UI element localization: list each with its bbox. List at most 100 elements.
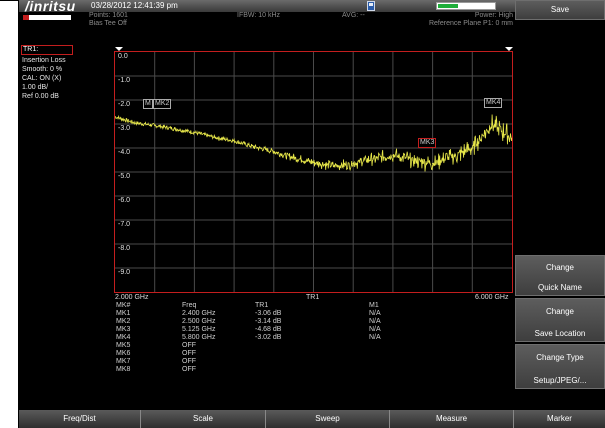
y-tick-label: -9.0	[117, 269, 132, 276]
marker-header-m1: M1	[369, 302, 379, 309]
trace-point	[451, 155, 454, 157]
y-tick-label: -8.0	[117, 245, 132, 252]
battery-icon	[436, 2, 496, 10]
trace-indicator-red	[23, 15, 29, 20]
marker-table-cell: N/A	[369, 326, 381, 333]
marker-table-cell: MK2	[116, 318, 131, 325]
bottom-menu-bar: Freq/Dist Scale Sweep Measure Marker	[19, 410, 605, 428]
right-edge-marker-icon	[505, 47, 513, 51]
trace-reference: Ref 0.00 dB	[22, 93, 59, 100]
marker-table-cell: MK3	[116, 326, 131, 333]
marker-table-cell: MK1	[116, 310, 131, 317]
save-softkey[interactable]: Save	[515, 0, 605, 20]
marker-table-cell: N/A	[369, 334, 381, 341]
x-start-label: 2.000 GHz	[115, 294, 149, 301]
reference-plane-info: Reference Plane P1: 0 mm	[428, 20, 513, 27]
softkey-label-bottom: Quick Name	[537, 283, 582, 292]
marker-label-mk4: MK4	[484, 98, 503, 108]
y-tick-label: -6.0	[117, 197, 132, 204]
marker-table-cell: -3.06 dB	[255, 310, 282, 317]
trace-point	[233, 140, 235, 142]
softkey-label-top: Change	[545, 307, 575, 316]
sweep-menu-button[interactable]: Sweep	[265, 410, 389, 428]
trace-point	[193, 131, 195, 133]
trace-point	[312, 161, 315, 163]
trace-point	[173, 128, 176, 130]
trace-cal: CAL: ON (X)	[22, 75, 62, 82]
marker-table-cell: OFF	[182, 366, 196, 373]
marker-table-cell: OFF	[182, 342, 196, 349]
trace-point	[213, 136, 215, 138]
softkey-label-top: Change	[545, 263, 575, 272]
marker-table-cell: -3.02 dB	[255, 334, 282, 341]
marker-table-cell: N/A	[369, 318, 381, 325]
softkey-label-top: Change Type	[536, 353, 584, 362]
marker-table-cell: -3.14 dB	[255, 318, 282, 325]
marker-table-cell: 2.400 GHz	[182, 310, 216, 317]
marker-table-cell: N/A	[369, 310, 381, 317]
floppy-disk-icon	[367, 1, 375, 11]
y-tick-label: -4.0	[117, 149, 132, 156]
trace-point	[134, 122, 136, 124]
marker-label-m: M	[143, 99, 153, 109]
trace-point	[412, 159, 414, 161]
y-tick-label: -1.0	[117, 77, 132, 84]
y-tick-label: -3.0	[117, 125, 132, 132]
trace-point	[332, 165, 334, 167]
trace-point	[432, 163, 434, 165]
trace-point	[154, 124, 156, 127]
y-tick-label: -7.0	[117, 221, 132, 228]
y-tick-label: 0.0	[117, 53, 129, 60]
points-info: Points: 1601	[89, 12, 128, 19]
marker-table-cell: MK8	[116, 366, 131, 373]
change-type-softkey[interactable]: Change Type Setup/JPEG/...	[515, 344, 605, 389]
freq-dist-menu-button[interactable]: Freq/Dist	[19, 410, 140, 428]
marker-table-cell: 5.800 GHz	[182, 334, 216, 341]
trace-measurement: Insertion Loss	[22, 57, 66, 64]
bias-tee-info: Bias Tee Off	[89, 20, 127, 27]
marker-table-cell: OFF	[182, 358, 196, 365]
trace-title[interactable]: TR1:	[21, 45, 73, 55]
softkey-label-bottom: Setup/JPEG/...	[533, 376, 587, 385]
outer-frame-left	[18, 0, 19, 428]
marker-header-freq: Freq	[182, 302, 197, 309]
trace-point	[273, 151, 275, 153]
marker-table-cell: 2.500 GHz	[182, 318, 216, 325]
trace-info-panel: TR1: Insertion Loss Smooth: 0 % CAL: ON …	[21, 45, 95, 115]
brand-logo: /inritsu	[25, 0, 76, 14]
trace-indicator-bar	[23, 15, 71, 20]
avg-info: AVG: --	[342, 12, 365, 19]
trace-point	[491, 123, 493, 126]
marker-table-cell: MK7	[116, 358, 131, 365]
trace-point	[392, 154, 394, 156]
trace-scale: 1.00 dB/	[22, 84, 49, 91]
status-header: /inritsu 03/28/2012 12:41:39 pm	[19, 0, 515, 14]
trace-smoothing: Smooth: 0 %	[22, 66, 63, 73]
scale-menu-button[interactable]: Scale	[140, 410, 265, 428]
marker-label-mk3: MK3	[418, 138, 437, 148]
trace-point	[115, 116, 116, 118]
marker-table-cell: OFF	[182, 350, 196, 357]
trace-point	[471, 147, 473, 149]
marker-header-mk: MK#	[116, 302, 131, 309]
change-save-location-softkey[interactable]: Change Save Location	[515, 298, 605, 342]
trace-point	[253, 146, 255, 148]
ifbw-info: IFBW: 10 kHz	[237, 12, 281, 19]
instrument-screen: /inritsu 03/28/2012 12:41:39 pm Points: …	[19, 0, 605, 428]
marker-menu-button[interactable]: Marker	[513, 410, 605, 428]
left-edge-marker-icon	[115, 47, 123, 51]
measure-menu-button[interactable]: Measure	[389, 410, 513, 428]
y-tick-label: -5.0	[117, 173, 132, 180]
y-tick-label: -2.0	[117, 101, 132, 108]
change-quick-name-softkey[interactable]: Change Quick Name	[515, 255, 605, 296]
plot-canvas	[115, 52, 512, 292]
marker-label-mk2: MK2	[153, 99, 172, 109]
marker-table-cell: 5.125 GHz	[182, 326, 216, 333]
outer-frame-top	[0, 0, 19, 1]
trace-plot[interactable]: 0.0 -1.0 -2.0 -3.0 -4.0 -5.0 -6.0 -7.0 -8.0 -9.0 …	[114, 51, 513, 293]
battery-level	[438, 4, 458, 8]
softkey-panel: Save Change Quick Name Change Save Locat…	[515, 0, 605, 410]
marker-table-cell: MK6	[116, 350, 131, 357]
x-end-label: 6.000 GHz	[475, 294, 509, 301]
marker-header-tr1: TR1	[255, 302, 269, 309]
